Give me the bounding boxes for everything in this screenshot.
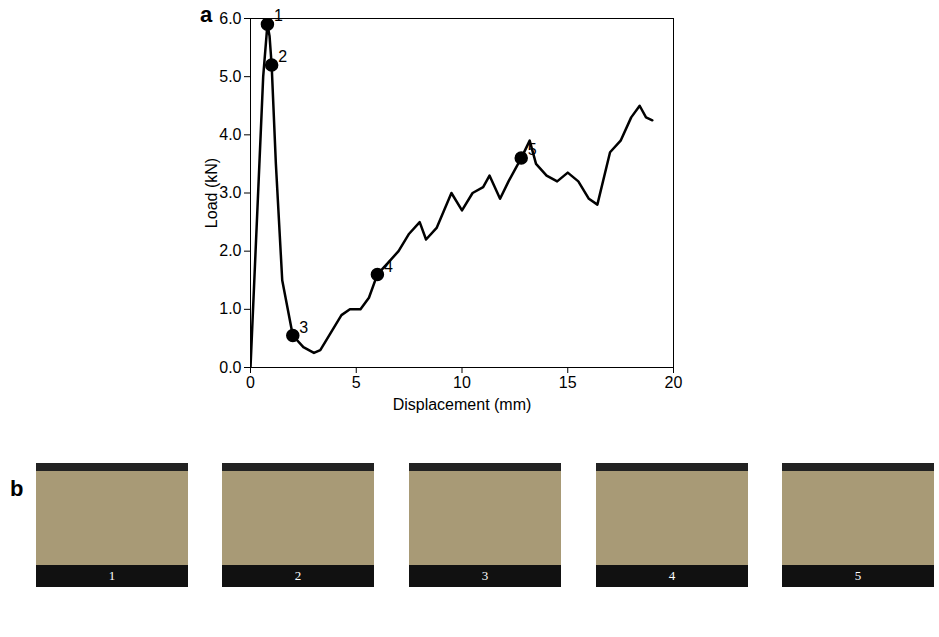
svg-text:6.0: 6.0 (219, 10, 241, 27)
svg-text:Load (kN): Load (kN) (203, 158, 220, 228)
svg-text:15: 15 (559, 374, 577, 391)
svg-text:1.0: 1.0 (219, 300, 241, 317)
svg-text:3.0: 3.0 (219, 184, 241, 201)
svg-text:0: 0 (246, 374, 255, 391)
html-text:b: b (10, 476, 24, 501)
svg-text:4.0: 4.0 (219, 126, 241, 143)
svg-text:5.0: 5.0 (219, 68, 241, 85)
svg-text:0.0: 0.0 (219, 359, 241, 376)
svg-text:Displacement (mm): Displacement (mm) (393, 396, 532, 413)
html-text:5: 5 (854, 568, 862, 583)
svg-text:5: 5 (528, 141, 537, 158)
html-text:4: 4 (668, 568, 676, 583)
svg-text:10: 10 (453, 374, 471, 391)
html-text:a: a (200, 2, 213, 27)
svg-text:2: 2 (278, 48, 287, 65)
svg-text:1: 1 (274, 7, 283, 24)
svg-text:20: 20 (665, 374, 683, 391)
html-text:3: 3 (481, 568, 489, 583)
html-text:1: 1 (108, 568, 116, 583)
svg-text:3: 3 (299, 319, 308, 336)
html-text:2: 2 (294, 568, 302, 583)
svg-text:2.0: 2.0 (219, 242, 241, 259)
svg-text:4: 4 (384, 258, 393, 275)
svg-text:5: 5 (352, 374, 361, 391)
